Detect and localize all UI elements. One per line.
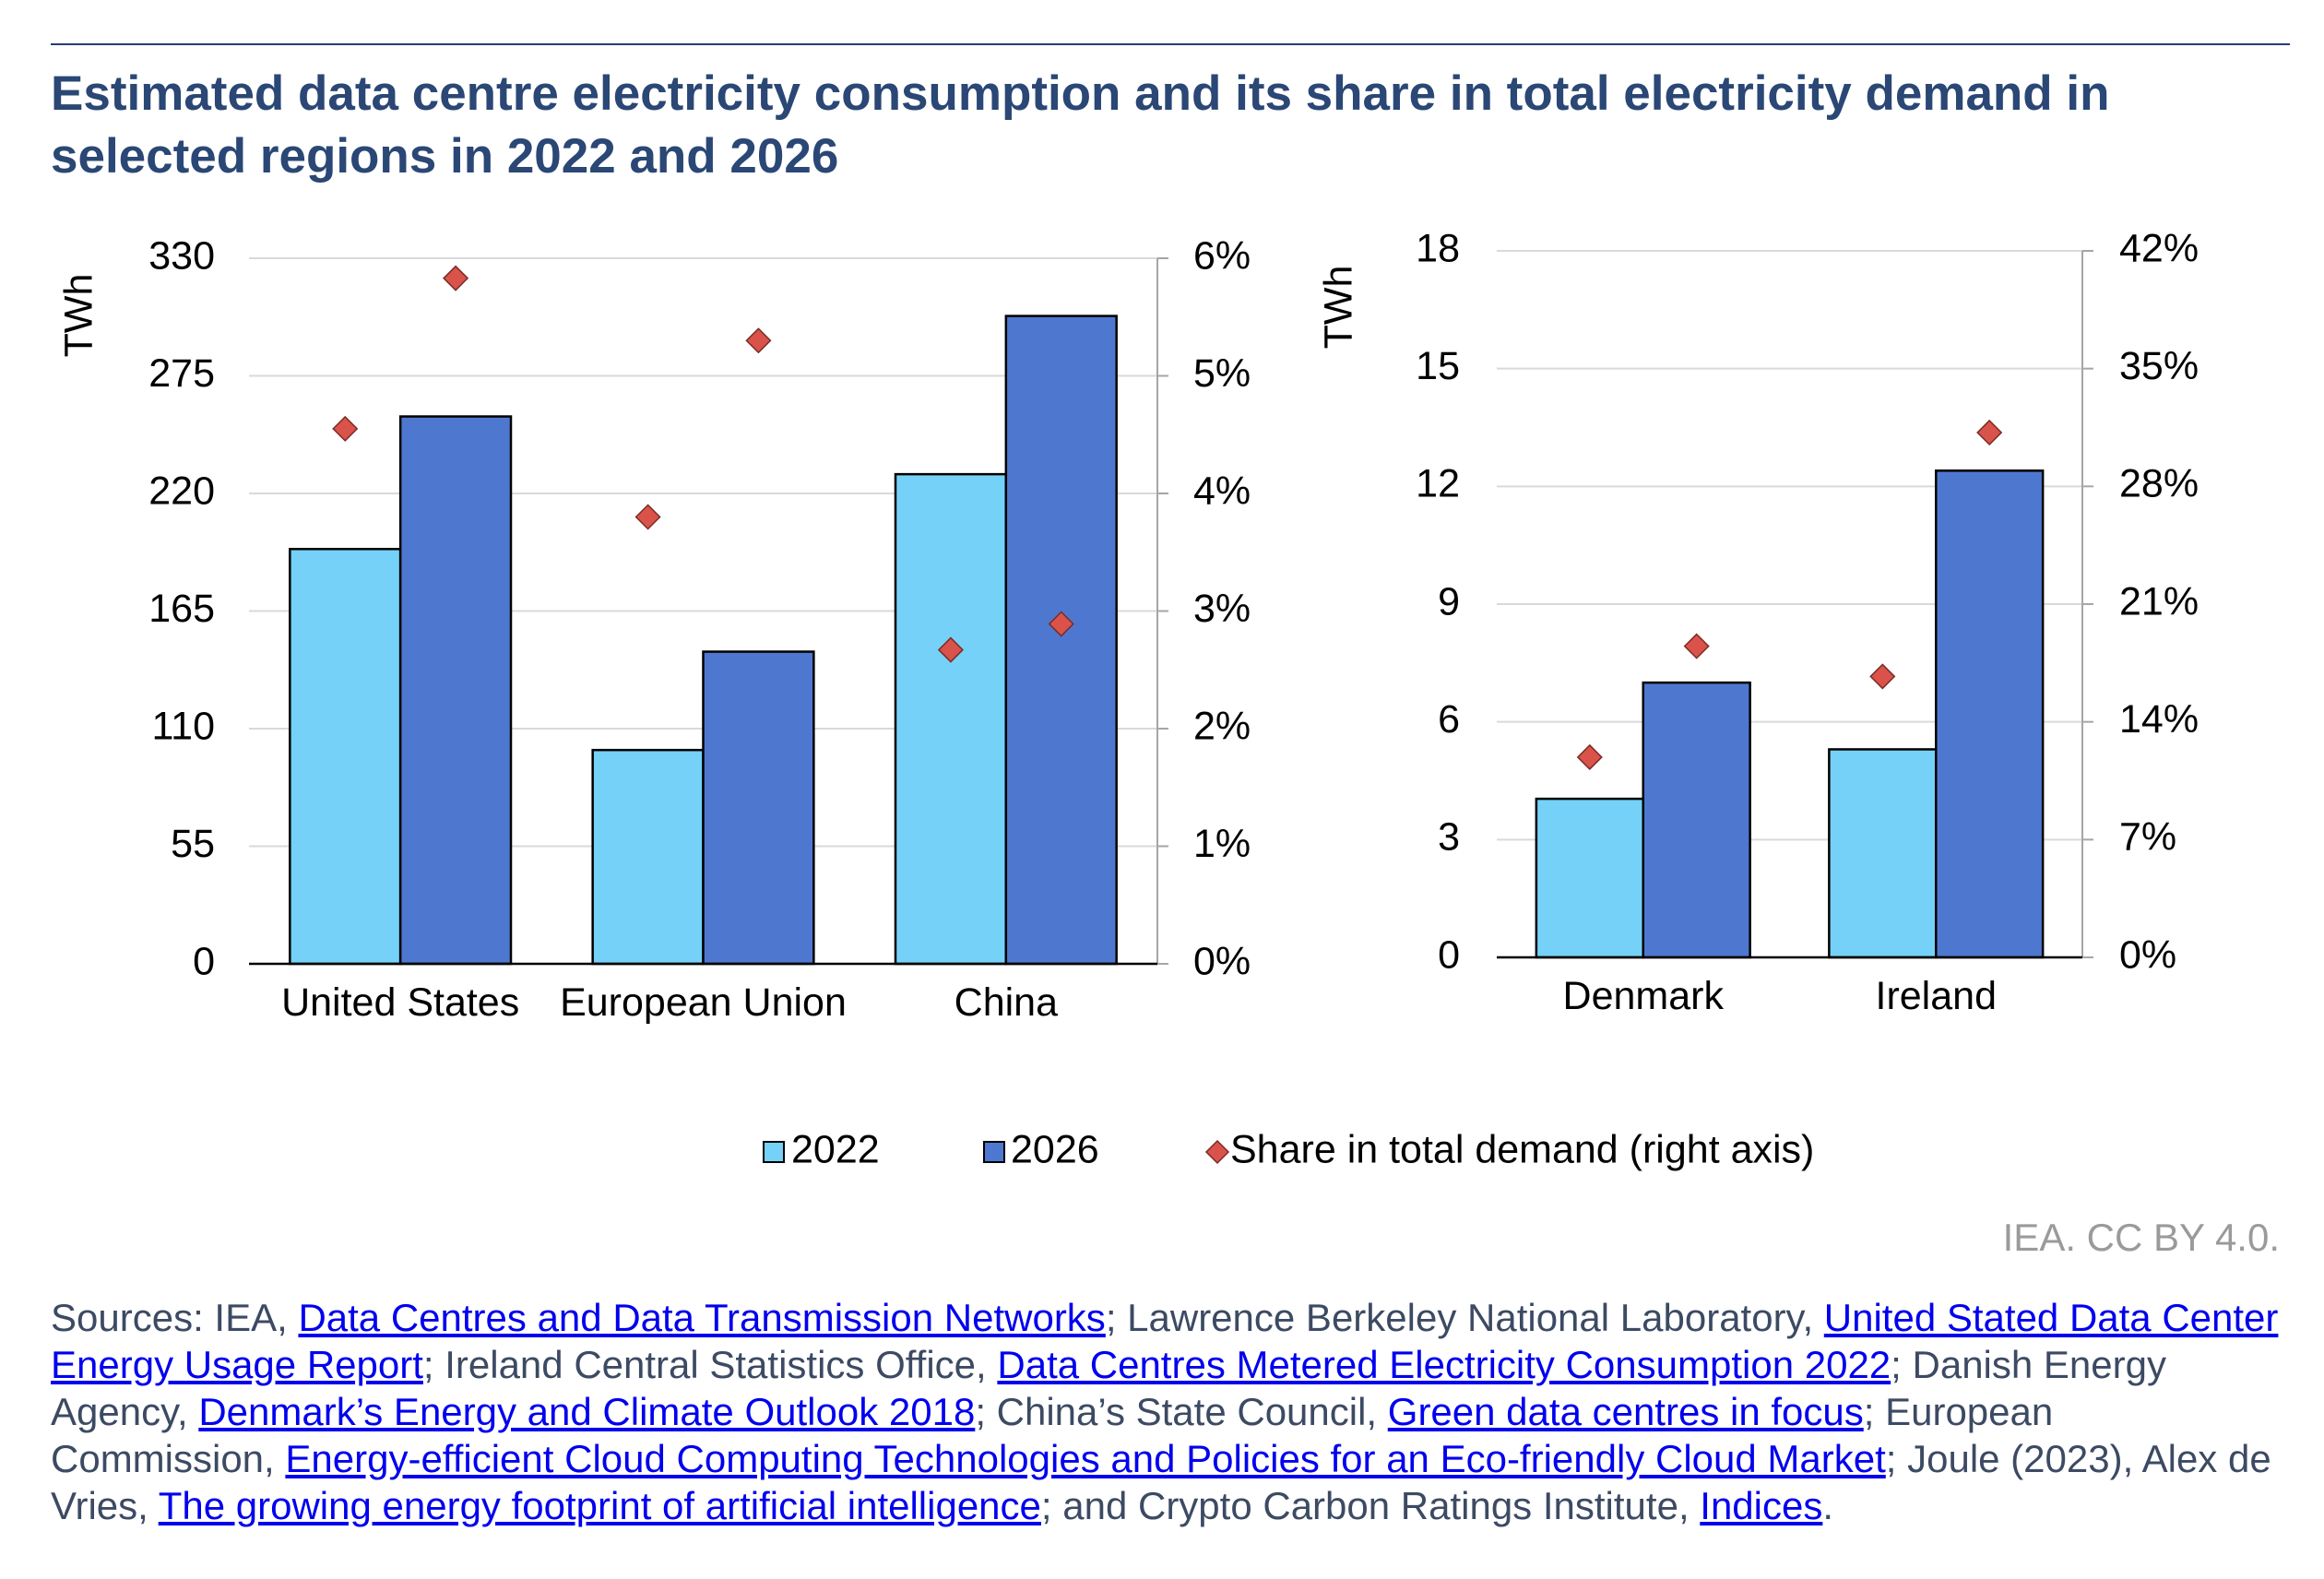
bar [894, 472, 1008, 966]
source-link[interactable]: Energy-efficient Cloud Computing Technol… [285, 1437, 1886, 1480]
source-text: ; Ireland Central Statistics Office, [422, 1343, 998, 1386]
legend-label: 2022 [791, 1127, 880, 1171]
y-tick-label: 275 [148, 351, 215, 396]
share-marker [1869, 663, 1896, 690]
source-text: ; Joule (2023), Alex de Vries, [51, 1437, 2271, 1527]
source-link[interactable]: United Stated Data Center Energy Usage R… [51, 1296, 2279, 1386]
y-axis-label: TWh [56, 274, 101, 358]
credit: IEA. CC BY 4.0. [2002, 1216, 2280, 1259]
y2-tick-label: 7% [2119, 815, 2176, 860]
y-tick-label: 110 [151, 704, 215, 748]
source-text: ; Danish Energy Agency, [51, 1343, 2166, 1433]
source-text: ; China’s State Council, [975, 1390, 1388, 1433]
bar [591, 748, 705, 966]
bar [1535, 797, 1645, 959]
y2-tick-label: 35% [2119, 344, 2199, 388]
y-tick-label: 15 [1416, 344, 1460, 388]
share-marker [332, 415, 359, 442]
share-marker [1048, 611, 1074, 637]
y-tick-label: 0 [1438, 932, 1460, 977]
bar [1935, 469, 2045, 959]
x-tick-label: Denmark [1562, 974, 1724, 1018]
y-axis-label: TWh [1316, 266, 1360, 350]
share-marker [634, 504, 661, 530]
x-tick-label: China [954, 980, 1058, 1025]
y2-tick-label: 0% [2119, 932, 2176, 977]
bar [1642, 681, 1751, 959]
source-link[interactable]: Denmark’s Energy and Climate Outlook 201… [198, 1390, 976, 1433]
y2-tick-label: 21% [2119, 579, 2199, 623]
sources: Sources: IEA, Data Centres and Data Tran… [51, 1294, 2282, 1529]
source-text: ; European Commission, [51, 1390, 2054, 1480]
source-text: ; Lawrence Berkeley National Laboratory, [1105, 1296, 1824, 1339]
y-tick-label: 18 [1416, 226, 1460, 270]
y2-tick-label: 1% [1193, 822, 1251, 866]
top-rule [51, 43, 2290, 45]
y2-tick-label: 4% [1193, 469, 1251, 513]
share-marker [1683, 633, 1710, 659]
y2-tick-label: 2% [1193, 704, 1251, 748]
y2-tick-label: 28% [2119, 462, 2199, 506]
y-tick-label: 0 [193, 939, 215, 983]
bar [289, 548, 402, 966]
bar [1828, 748, 1938, 959]
source-link[interactable]: Indices [1700, 1484, 1823, 1527]
y-tick-label: 330 [148, 233, 215, 278]
y-tick-label: 9 [1438, 579, 1460, 623]
y-tick-label: 220 [148, 469, 215, 513]
x-tick-label: United States [281, 980, 520, 1025]
share-marker [1576, 743, 1603, 771]
y2-tick-label: 5% [1193, 351, 1251, 396]
legend-swatch [763, 1141, 785, 1163]
y2-tick-label: 0% [1193, 939, 1251, 983]
y2-tick-label: 42% [2119, 226, 2199, 270]
y2-tick-label: 6% [1193, 233, 1251, 278]
bar [398, 415, 513, 966]
legend-swatch [983, 1141, 1005, 1163]
y-tick-label: 3 [1438, 815, 1460, 860]
source-text: Sources: IEA, [51, 1296, 299, 1339]
x-tick-label: European Union [560, 980, 847, 1025]
share-marker [1976, 419, 2003, 446]
source-link[interactable]: Data Centres and Data Transmission Netwo… [298, 1296, 1106, 1339]
x-tick-label: Ireland [1875, 974, 1997, 1018]
bar [702, 650, 815, 966]
legend-label: Share in total demand (right axis) [1230, 1127, 1814, 1171]
share-marker [443, 265, 469, 291]
chart-title: Estimated data centre electricity consum… [51, 66, 2110, 184]
source-link[interactable]: Data Centres Metered Electricity Consump… [997, 1343, 1891, 1386]
y-tick-label: 165 [148, 587, 215, 631]
legend-label: 2026 [1011, 1127, 1099, 1171]
y-tick-label: 55 [171, 822, 215, 866]
share-marker [745, 327, 772, 354]
legend-marker [1204, 1139, 1230, 1165]
source-link[interactable]: The growing energy footprint of artifici… [158, 1484, 1041, 1527]
source-link[interactable]: Green data centres in focus [1387, 1390, 1864, 1433]
source-text: ; and Crypto Carbon Ratings Institute, [1040, 1484, 1701, 1527]
bar [1004, 315, 1118, 966]
y2-tick-label: 3% [1193, 587, 1251, 631]
y-tick-label: 6 [1438, 697, 1460, 742]
source-text: . [1822, 1484, 1834, 1527]
y-tick-label: 12 [1416, 462, 1460, 506]
y2-tick-label: 14% [2119, 697, 2199, 742]
share-marker [937, 636, 964, 663]
